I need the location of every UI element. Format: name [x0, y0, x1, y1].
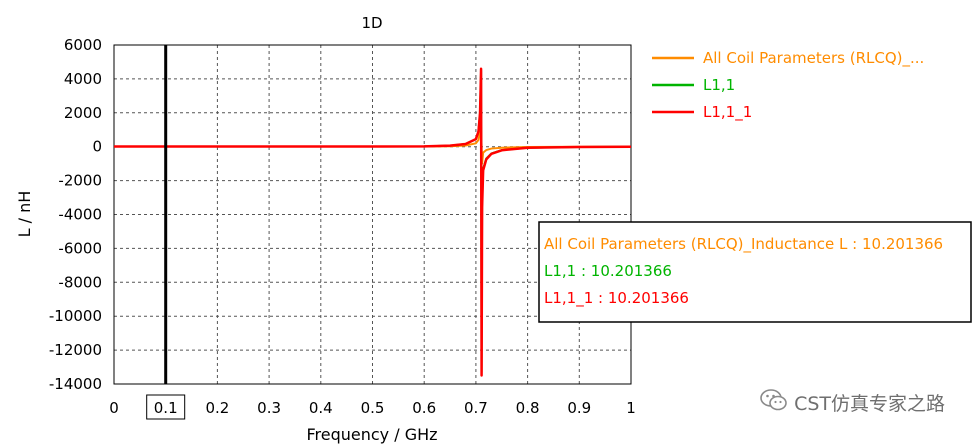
readout-line: L1,1_1 : 10.201366 — [544, 289, 689, 308]
y-tick-label: 6000 — [64, 36, 102, 54]
x-tick-label: 0.6 — [412, 399, 436, 417]
chart-title: 1D — [361, 14, 382, 32]
watermark-text: CST仿真专家之路 — [794, 393, 945, 415]
y-tick-label: 0 — [92, 138, 102, 156]
legend-entry: L1,1_1 — [703, 103, 752, 122]
y-axis-label: L / nH — [15, 191, 34, 238]
x-tick-labels: 0 0.2 0.3 0.4 0.5 0.6 0.7 0.8 0.9 1 — [109, 399, 636, 417]
readout-line: L1,1 : 10.201366 — [544, 262, 672, 280]
y-tick-label: 4000 — [64, 70, 102, 88]
x-tick-label: 0.8 — [516, 399, 540, 417]
plot-grid — [114, 45, 631, 384]
marker-readout-box: All Coil Parameters (RLCQ)_Inductance L … — [538, 221, 972, 323]
frequency-marker-label: 0.1 — [154, 399, 178, 417]
frequency-marker-box[interactable] — [146, 394, 186, 420]
y-tick-labels: 6000 4000 2000 0 -2000 -4000 -6000 -8000 -10000 -… — [49, 36, 102, 393]
readout-frame — [538, 221, 972, 323]
readout-line: All Coil Parameters (RLCQ)_Inductance L … — [544, 235, 943, 254]
x-tick-label: 0.4 — [309, 399, 333, 417]
x-tick-label: 1 — [626, 399, 636, 417]
y-tick-label: -14000 — [49, 375, 102, 393]
legend-entry: L1,1 — [703, 76, 735, 94]
y-tick-label: -10000 — [49, 307, 102, 325]
x-tick-label: 0.9 — [567, 399, 591, 417]
x-tick-label: 0.7 — [464, 399, 488, 417]
plot-area[interactable] — [113, 44, 632, 385]
y-tick-label: -6000 — [58, 239, 102, 257]
series-line-3 — [114, 67, 632, 377]
x-tick-label: 0.3 — [257, 399, 281, 417]
wechat-icon — [760, 388, 788, 417]
legend-entry: All Coil Parameters (RLCQ)_... — [703, 49, 924, 68]
y-tick-label: -2000 — [58, 172, 102, 190]
x-tick-label: 0.5 — [361, 399, 385, 417]
y-tick-label: -4000 — [58, 206, 102, 224]
series-lines — [114, 67, 632, 377]
legend: All Coil Parameters (RLCQ)_... L1,1 L1,1_1 — [652, 49, 924, 122]
y-tick-label: -8000 — [58, 273, 102, 291]
y-tick-label: 2000 — [64, 104, 102, 122]
y-tick-label: -12000 — [49, 341, 102, 359]
x-tick-label: 0 — [109, 399, 119, 417]
x-axis-label: Frequency / GHz — [306, 425, 437, 444]
watermark: CST仿真专家之路 — [760, 388, 945, 417]
x-tick-label: 0.2 — [205, 399, 229, 417]
